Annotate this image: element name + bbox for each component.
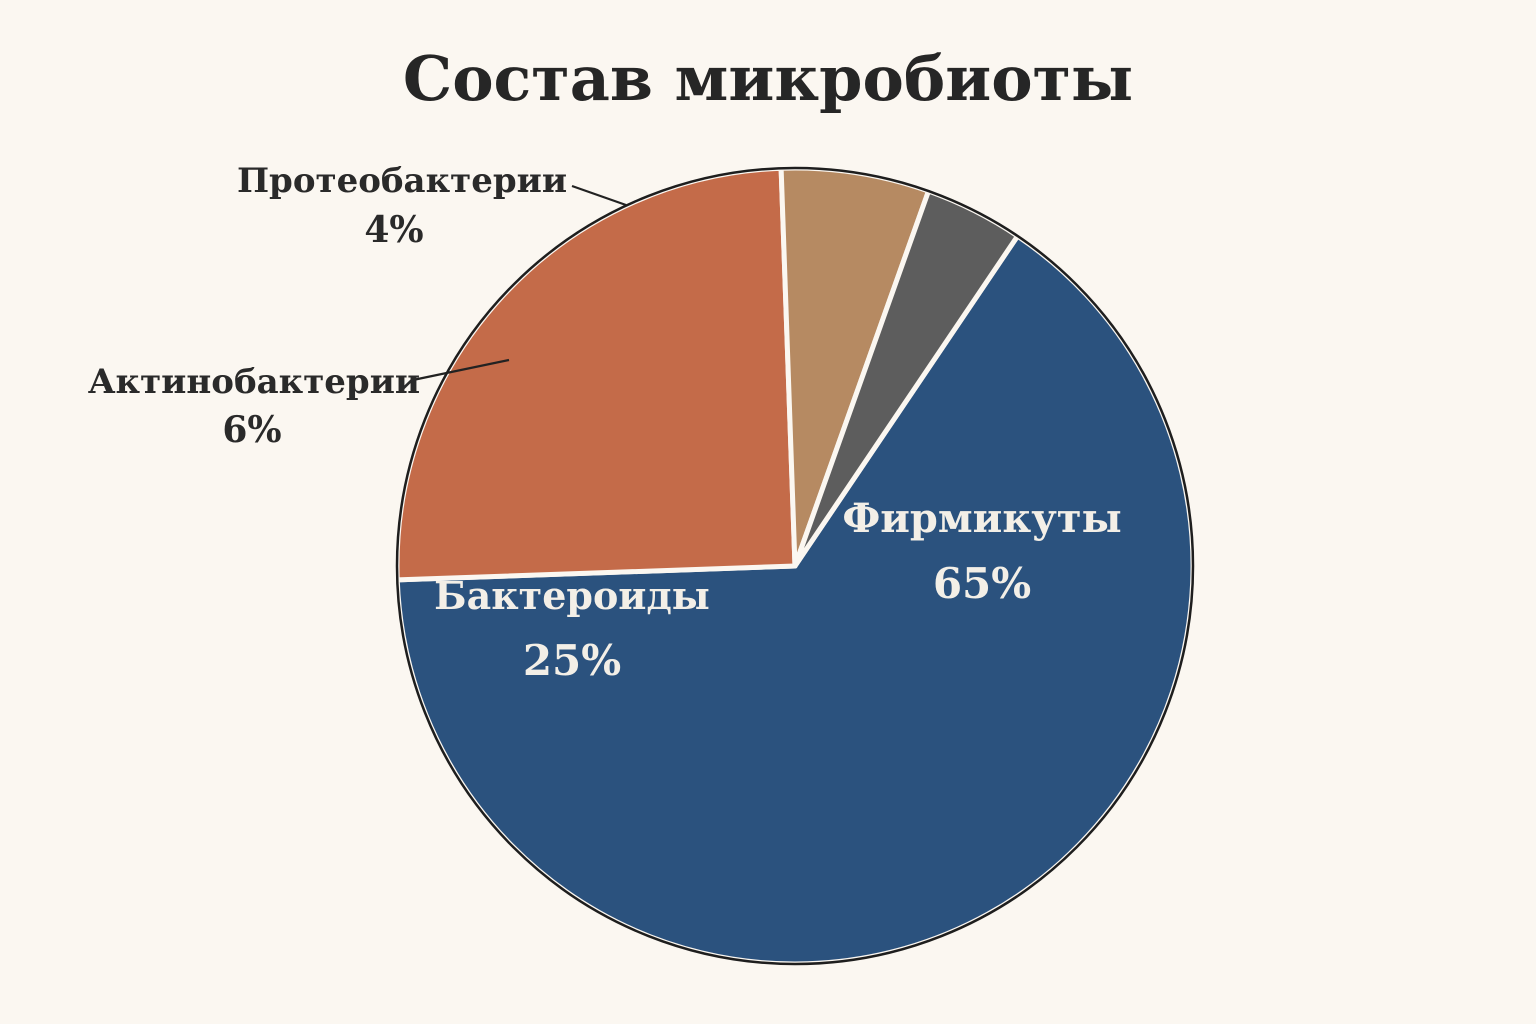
slice-3-name-label: Актинобактерии <box>88 362 420 402</box>
slice-4-value-label: 4% <box>364 209 423 251</box>
slice-4-name-label: Протеобактерии <box>237 161 567 201</box>
slice-2 <box>394 165 798 583</box>
slice-2-name-label: Бактероиды <box>434 573 710 618</box>
slice-3-leader-line <box>412 358 510 382</box>
slice-3-value-label: 6% <box>222 409 281 451</box>
slice-4-leader-line <box>571 184 627 207</box>
slice-1-name-label: Фирмикуты <box>842 495 1121 542</box>
chart-title: Состав микробиоты <box>402 42 1134 115</box>
slice-1-value-label: 65% <box>933 559 1031 608</box>
pie-outline <box>395 166 1195 966</box>
pie-slices <box>394 165 1196 967</box>
slice-2-value-label: 25% <box>523 636 621 685</box>
leader-lines <box>412 184 627 382</box>
slice-labels: Фирмикуты 65% Бактероиды 25% Актинобактерии 6… <box>88 161 1122 685</box>
